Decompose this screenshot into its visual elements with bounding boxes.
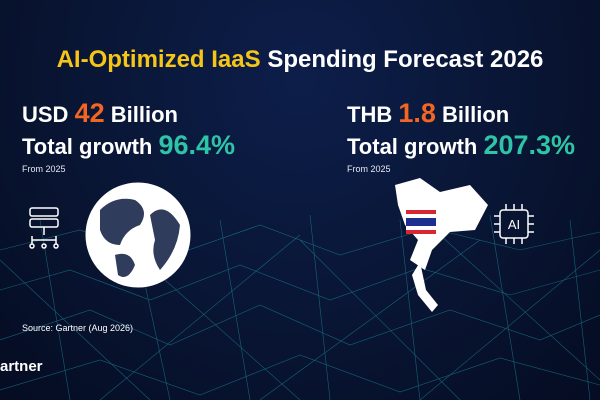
amount-line: THB 1.8 Billion [347,98,509,129]
currency: USD [22,102,69,127]
source: Source: Gartner (Aug 2026) [22,323,134,333]
amount-line: USD 42 Billion [22,98,178,129]
chip-label: AI [508,217,520,232]
growth: 207.3% [483,130,576,160]
unit: Billion [442,102,510,127]
title: AI-Optimized IaaS Spending Forecast 2026 [0,46,600,74]
growth: 96.4% [158,130,236,160]
amount: 42 [74,98,105,128]
unit: Billion [110,102,178,127]
growth-label: Total growth [347,134,478,159]
title-rest: Spending Forecast 2026 [267,46,544,73]
note: From 2025 [347,164,391,174]
amount: 1.8 [398,98,436,128]
currency: THB [347,102,393,127]
note: From 2025 [22,164,66,174]
growth-line: Total growth 96.4% [22,130,235,161]
growth-label: Total growth [22,134,153,159]
title-highlight: AI-Optimized IaaS [56,46,261,73]
growth-line: Total growth 207.3% [347,130,575,161]
logo: artner [0,358,43,375]
